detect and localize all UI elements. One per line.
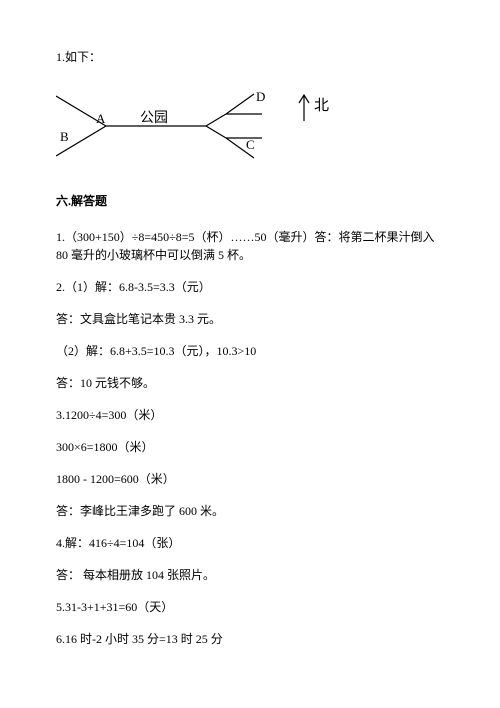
s6-p10: 4.解：416÷4=104（张） xyxy=(56,534,444,552)
s6-p9: 答：李峰比王津多跑了 600 米。 xyxy=(56,502,444,520)
diagram-area: A B 公园 D C 北 xyxy=(56,86,444,166)
label-c: C xyxy=(246,137,255,152)
label-d: D xyxy=(256,89,265,104)
header-line-1: 1.如下： xyxy=(56,48,444,66)
diagram-svg: A B 公园 D C 北 xyxy=(56,86,346,166)
s6-p12: 5.31-3+1+31=60（天） xyxy=(56,598,444,616)
s6-p7: 300×6=1800（米） xyxy=(56,438,444,456)
s6-p8: 1800 - 1200=600（米） xyxy=(56,470,444,488)
label-a: A xyxy=(96,111,106,126)
s6-p1: 1.（300+150）÷8=450÷8=5（杯）……50（毫升）答：将第二杯果汁… xyxy=(56,228,444,264)
s6-p3: 答：文具盒比笔记本贵 3.3 元。 xyxy=(56,310,444,328)
s6-p5: 答：10 元钱不够。 xyxy=(56,374,444,392)
label-park: 公园 xyxy=(140,111,168,126)
s6-p11: 答： 每本相册放 104 张照片。 xyxy=(56,566,444,584)
s6-p4: （2）解：6.8+3.5=10.3（元），10.3>10 xyxy=(56,342,444,360)
s6-p6: 3.1200÷4=300（米） xyxy=(56,406,444,424)
label-b: B xyxy=(60,129,69,144)
section-6-title: 六.解答题 xyxy=(56,192,444,210)
s6-p13: 6.16 时-2 小时 35 分=13 时 25 分 xyxy=(56,630,444,648)
s6-p2: 2.（1）解：6.8-3.5=3.3（元） xyxy=(56,278,444,296)
label-north: 北 xyxy=(314,97,329,114)
